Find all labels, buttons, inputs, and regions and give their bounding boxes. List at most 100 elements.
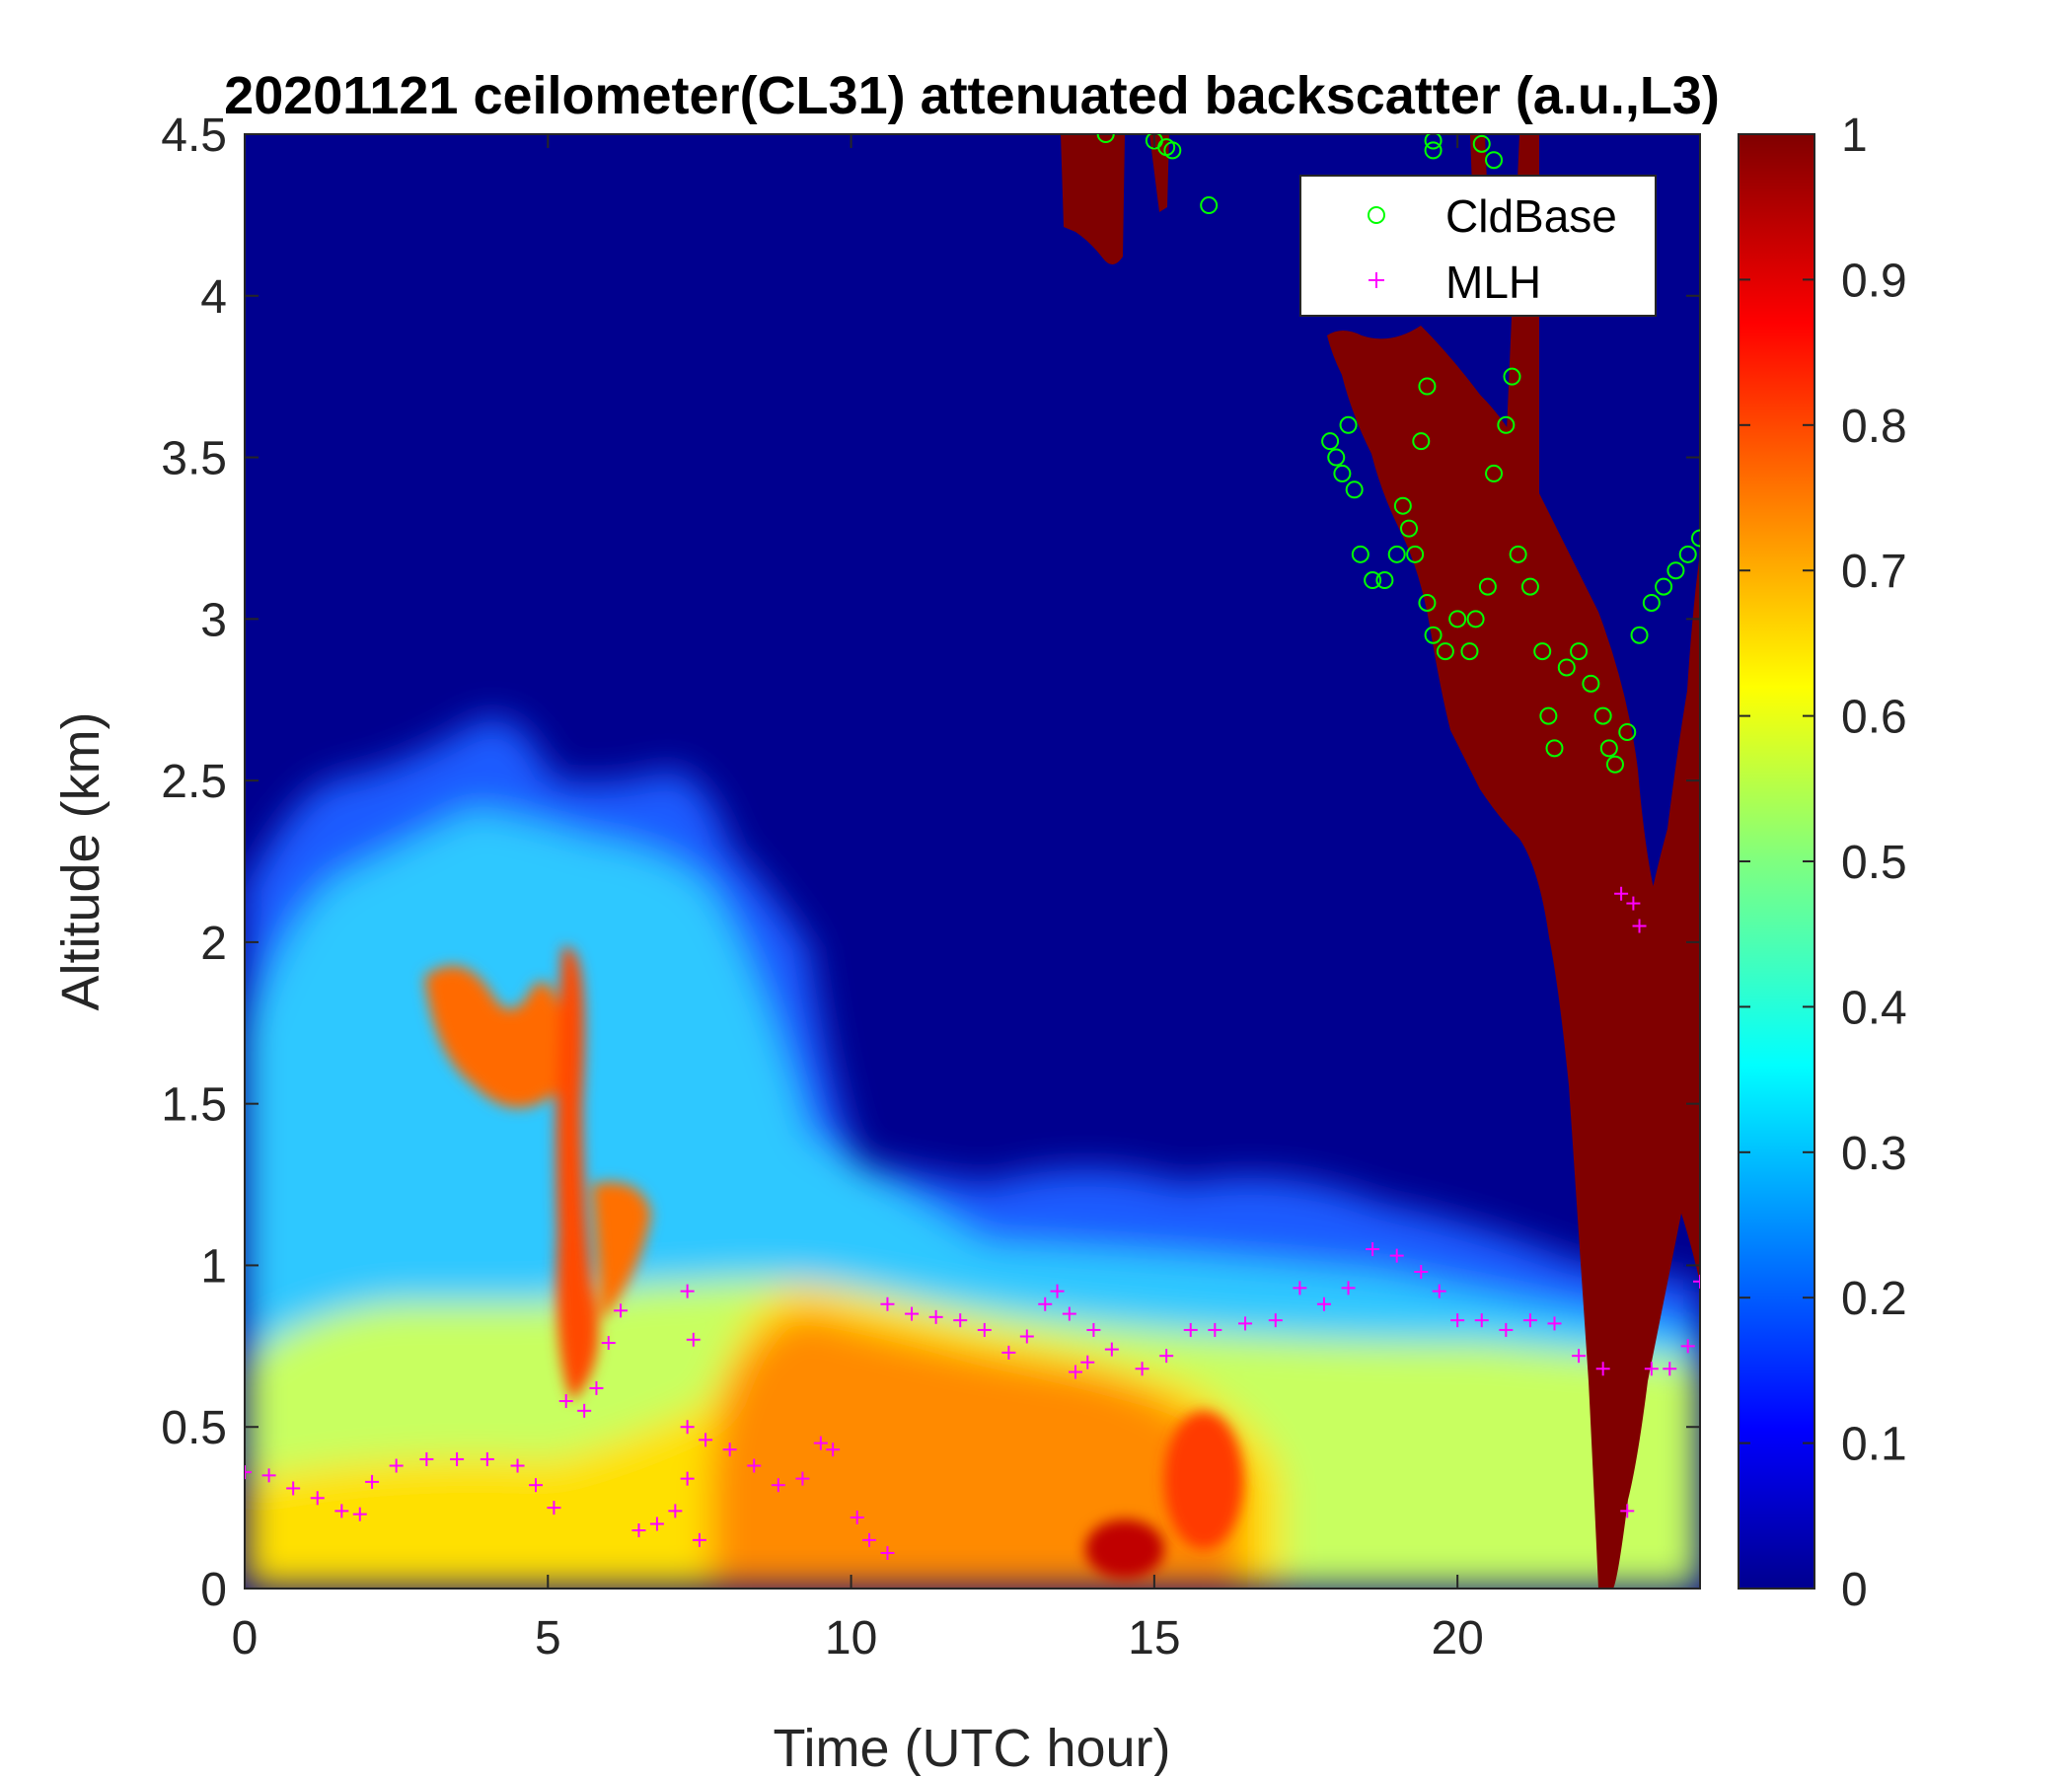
- mlh-point: [1432, 1284, 1446, 1298]
- mlh-point: [352, 1507, 367, 1521]
- mlh-point: [722, 1443, 737, 1457]
- cldbase-point: [1485, 151, 1504, 170]
- cldbase-point: [1570, 642, 1589, 661]
- y-axis: 0 0.5 1 1.5 2 2.5 3 3.5 4 4.5: [161, 110, 1700, 1616]
- colorbar-tick-label: 0.5: [1841, 837, 1907, 889]
- mlh-point: [680, 1284, 695, 1298]
- colorbar-tick-label: 0.1: [1841, 1419, 1907, 1471]
- mlh-legend-icon: [1369, 272, 1384, 288]
- mlh-point: [928, 1309, 943, 1324]
- mlh-point: [813, 1436, 828, 1450]
- mlh-point: [1135, 1362, 1149, 1376]
- colorbar-tick-label: 0: [1841, 1564, 1868, 1616]
- cldbase-point: [1497, 415, 1516, 434]
- cldbase-point: [1406, 545, 1425, 563]
- mlh-point: [1062, 1306, 1076, 1321]
- cldbase-point: [1333, 464, 1352, 482]
- mlh-point: [547, 1501, 561, 1516]
- cldbase-point: [1436, 642, 1454, 661]
- mlh-point: [680, 1420, 695, 1435]
- mlh-point: [1183, 1322, 1198, 1337]
- mlh-point: [826, 1443, 841, 1457]
- plot-frame: [244, 133, 1701, 1590]
- colorbar-tick-label: 0.4: [1841, 982, 1907, 1034]
- cldbase-point: [1200, 196, 1219, 215]
- cldbase-point: [1485, 464, 1504, 482]
- mlh-point: [905, 1306, 920, 1321]
- mlh-point: [1208, 1322, 1222, 1337]
- cldbase-point: [1345, 481, 1364, 499]
- mlh-point: [649, 1517, 664, 1531]
- cldbase-point: [1424, 134, 1443, 150]
- mlh-point: [1680, 1339, 1695, 1354]
- mlh-point: [1080, 1355, 1095, 1369]
- mlh-point: [680, 1471, 695, 1486]
- cldbase-point: [1460, 642, 1479, 661]
- x-axis-label: Time (UTC hour): [773, 1719, 1170, 1776]
- cldbase-point: [1478, 577, 1497, 596]
- y-axis-label: Altitude (km): [51, 711, 111, 1010]
- cldbase-point: [1418, 593, 1437, 612]
- mlh-point: [1050, 1284, 1065, 1298]
- mlh-point: [1001, 1345, 1016, 1360]
- y-tick-label: 1.5: [161, 1079, 227, 1132]
- colorbar-tick-label: 0.2: [1841, 1273, 1907, 1325]
- colorbar-gradient: [1738, 133, 1815, 1590]
- cldbase-point: [1630, 626, 1649, 644]
- cldbase-point: [1096, 134, 1115, 143]
- colorbar: 0 0.1 0.2 0.3 0.4 0.5 0.6 0.7 0.8 0.9 1: [1738, 110, 1907, 1616]
- mlh-point: [1104, 1342, 1119, 1357]
- colorbar-tick-label: 0.7: [1841, 546, 1907, 598]
- x-axis: 0 5 10 15 20: [232, 134, 1484, 1665]
- cldbase-series: [1096, 134, 1700, 774]
- mlh-point: [1595, 1362, 1610, 1376]
- y-tick-label: 3.5: [161, 433, 227, 485]
- legend: CldBase MLH: [1299, 175, 1657, 317]
- y-tick-label: 2.5: [161, 756, 227, 808]
- colorbar-ticks: 0 0.1 0.2 0.3 0.4 0.5 0.6 0.7 0.8 0.9 1: [1739, 110, 1907, 1616]
- colorbar-tick-label: 0.3: [1841, 1128, 1907, 1180]
- x-tick-label: 10: [825, 1612, 877, 1665]
- cldbase-point: [1520, 577, 1539, 596]
- cldbase-point: [1400, 519, 1418, 538]
- mlh-point: [601, 1336, 616, 1351]
- mlh-point: [245, 1465, 252, 1480]
- mlh-point: [1389, 1248, 1404, 1263]
- cldbase-point: [1655, 577, 1673, 596]
- colorbar-tick-label: 0.6: [1841, 692, 1907, 744]
- mlh-point: [1547, 1316, 1562, 1331]
- mlh-point: [334, 1504, 349, 1518]
- colorbar-tick-label: 1: [1841, 110, 1868, 162]
- cldbase-point: [1666, 561, 1685, 580]
- mlh-point: [1499, 1322, 1514, 1337]
- mlh-point: [692, 1532, 706, 1547]
- mlh-point: [1293, 1281, 1307, 1295]
- cldbase-point: [1393, 496, 1412, 515]
- mlh-point: [261, 1468, 276, 1483]
- mlh-point: [977, 1322, 992, 1337]
- y-tick-label: 4.5: [161, 110, 227, 162]
- y-tick-label: 3: [200, 594, 227, 646]
- mlh-point: [1086, 1322, 1101, 1337]
- mlh-point: [686, 1332, 701, 1347]
- cldbase-point: [1339, 415, 1358, 434]
- mlh-point: [747, 1458, 762, 1473]
- mlh-point: [1644, 1362, 1659, 1376]
- mlh-point: [310, 1491, 325, 1506]
- mlh-point: [1663, 1362, 1677, 1376]
- mlh-point: [1019, 1329, 1034, 1344]
- mlh-point: [1474, 1313, 1489, 1328]
- cldbase-point: [1466, 610, 1485, 629]
- mlh-point: [953, 1313, 968, 1328]
- mlh-point: [699, 1433, 713, 1447]
- mlh-point: [389, 1458, 404, 1473]
- heatmap: [245, 134, 1700, 1589]
- colorbar-tick-label: 0.9: [1841, 255, 1907, 307]
- cldbase-point: [1503, 367, 1521, 386]
- cldbase-point: [1605, 755, 1624, 774]
- x-tick-label: 15: [1128, 1612, 1180, 1665]
- mlh-point: [577, 1403, 592, 1418]
- cldbase-point: [1618, 722, 1637, 741]
- mlh-point: [1068, 1365, 1082, 1379]
